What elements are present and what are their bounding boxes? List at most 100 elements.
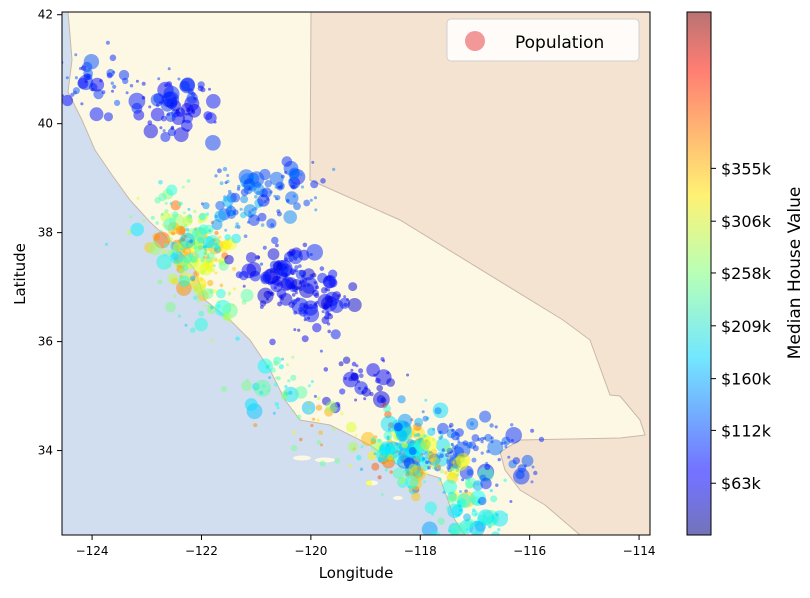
data-point	[311, 160, 315, 164]
data-point	[354, 398, 358, 402]
data-point	[386, 371, 390, 375]
data-point	[257, 212, 267, 222]
data-point	[178, 275, 191, 287]
data-point	[339, 388, 346, 395]
data-point	[531, 465, 535, 469]
data-point	[291, 355, 295, 359]
data-point	[478, 496, 487, 506]
data-point	[454, 504, 459, 509]
data-point	[467, 478, 471, 482]
data-point	[214, 230, 219, 236]
colorbar-frame	[686, 11, 712, 536]
x-tick-label: −122	[185, 544, 218, 558]
data-point	[221, 386, 227, 392]
data-point	[303, 199, 311, 207]
data-point	[310, 423, 314, 428]
data-point	[147, 120, 153, 126]
data-point	[454, 432, 459, 436]
data-point	[208, 87, 211, 91]
data-point	[521, 454, 534, 467]
data-point	[415, 452, 423, 460]
data-point	[507, 455, 511, 459]
data-point	[288, 178, 294, 184]
data-point	[217, 235, 222, 239]
data-point	[159, 229, 163, 233]
data-point	[312, 417, 316, 421]
data-point	[439, 453, 444, 459]
data-point	[315, 285, 319, 290]
data-point	[292, 430, 296, 435]
data-point	[266, 218, 277, 229]
data-point	[386, 435, 390, 439]
data-point	[302, 268, 315, 281]
data-point	[277, 185, 281, 189]
data-point	[114, 99, 121, 106]
data-point	[480, 440, 484, 444]
data-point	[490, 440, 494, 444]
data-point	[296, 414, 302, 420]
data-point	[479, 519, 483, 523]
data-point	[158, 193, 167, 202]
data-point	[436, 464, 442, 470]
data-point	[191, 109, 195, 113]
data-point	[334, 458, 341, 464]
data-point	[150, 107, 165, 122]
data-point	[530, 428, 535, 433]
data-point	[199, 262, 213, 276]
data-point	[510, 423, 514, 427]
data-point	[90, 77, 105, 92]
data-point	[299, 437, 303, 442]
data-point	[307, 316, 311, 320]
data-point	[366, 363, 380, 377]
data-point	[359, 373, 364, 379]
data-point	[504, 445, 508, 449]
data-point	[455, 444, 459, 448]
data-point	[129, 215, 133, 219]
data-point	[176, 109, 180, 113]
data-point	[485, 461, 489, 465]
data-point	[533, 470, 538, 476]
data-point	[298, 264, 302, 268]
y-tick-label: 42	[38, 8, 53, 22]
data-point	[357, 386, 361, 390]
data-point	[447, 503, 462, 519]
data-point	[232, 209, 239, 216]
data-point	[167, 67, 171, 71]
data-point	[200, 258, 205, 263]
data-point	[291, 293, 296, 297]
data-point	[472, 445, 479, 452]
data-point	[286, 198, 290, 202]
data-point	[428, 464, 432, 468]
data-point	[298, 307, 303, 312]
data-point	[320, 178, 326, 184]
data-point	[293, 202, 301, 211]
data-point	[337, 294, 341, 298]
data-point	[267, 389, 270, 393]
data-point	[509, 500, 513, 503]
data-point	[242, 284, 246, 288]
data-point	[232, 266, 237, 271]
data-point	[276, 260, 281, 264]
data-point	[240, 188, 249, 197]
data-point	[424, 471, 429, 476]
data-point	[312, 289, 319, 297]
data-point	[291, 184, 296, 189]
data-point	[477, 437, 481, 442]
data-point	[340, 412, 344, 416]
colorbar-tick-label: $355k	[721, 159, 772, 178]
y-tick-label: 36	[38, 335, 53, 349]
colorbar-tick-label: $209k	[721, 317, 772, 336]
data-point	[105, 242, 108, 246]
data-point	[474, 530, 479, 535]
data-point	[224, 181, 228, 185]
data-point	[454, 465, 458, 470]
data-point	[319, 266, 325, 271]
data-point	[276, 209, 281, 214]
data-point	[259, 262, 264, 266]
data-point	[272, 411, 276, 415]
data-point	[169, 250, 184, 264]
data-point	[384, 468, 388, 472]
data-point	[150, 215, 155, 220]
data-point	[437, 517, 445, 525]
data-point	[231, 233, 242, 244]
